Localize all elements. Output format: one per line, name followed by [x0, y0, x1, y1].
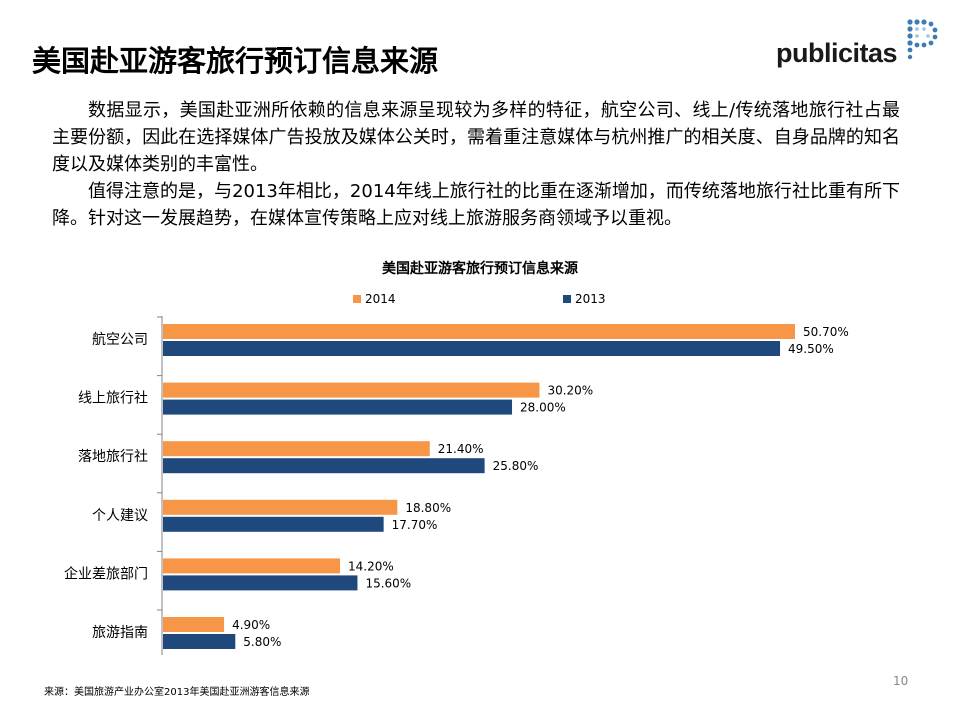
- chart-legend: 2014 2013: [353, 292, 606, 306]
- bar-2013: [163, 634, 236, 649]
- category-label: 落地旅行社: [78, 449, 148, 465]
- data-label-2013: 5.80%: [243, 635, 281, 649]
- chart-title: 美国赴亚游客旅行预订信息来源: [382, 260, 578, 277]
- page-number: 10: [893, 674, 909, 688]
- data-label-2013: 28.00%: [520, 401, 566, 415]
- bar-2013: [163, 516, 384, 532]
- data-label-2013: 17.70%: [392, 518, 438, 532]
- legend-swatch-2014: [353, 295, 361, 303]
- chart-plot: 航空公司 50.70% 49.50% 线上旅行社 30.20% 28.00% 落地旅行社 21…: [64, 316, 849, 655]
- bar-2013: [163, 458, 485, 474]
- data-label-2014: 50.70%: [803, 325, 849, 339]
- category-label: 线上旅行社: [78, 391, 148, 407]
- data-label-2014: 30.20%: [547, 384, 593, 398]
- bar-chart: 美国赴亚游客旅行预订信息来源 2014 2013 航空公司 50.70% 49.50%…: [64, 260, 849, 655]
- source-note: 来源：美国旅游产业办公室2013年美国赴亚洲游客信息来源: [44, 687, 310, 698]
- data-label-2014: 18.80%: [405, 501, 451, 515]
- bar-2014: [163, 441, 430, 457]
- bar-2014: [163, 499, 398, 515]
- paragraph-2: 值得注意的是，与2013年相比，2014年线上旅行社的比重在逐渐增加，而传统落地…: [52, 181, 900, 229]
- data-label-2014: 4.90%: [232, 618, 270, 632]
- legend-swatch-2013: [563, 295, 571, 303]
- data-label-2014: 21.40%: [438, 442, 484, 456]
- logo-dots-icon: [907, 19, 938, 60]
- category-label: 航空公司: [92, 332, 148, 348]
- bar-2013: [163, 575, 358, 591]
- legend-label-2014: 2014: [365, 292, 396, 306]
- body-text: 数据显示，美国赴亚洲所依赖的信息来源呈现较为多样的特征，航空公司、线上/传统落地…: [52, 97, 900, 232]
- category-label: 企业差旅部门: [64, 565, 148, 582]
- bar-2013: [163, 341, 781, 356]
- data-label-2013: 15.60%: [365, 576, 411, 590]
- data-label-2013: 49.50%: [788, 342, 834, 356]
- bar-2014: [163, 617, 225, 632]
- logo-text: publicitas: [776, 38, 898, 68]
- slide-title: 美国赴亚游客旅行预订信息来源: [32, 44, 439, 78]
- bar-2014: [163, 558, 341, 574]
- data-label-2014: 14.20%: [348, 559, 394, 573]
- bar-2014: [163, 324, 795, 339]
- category-label: 个人建议: [92, 508, 148, 524]
- category-label: 旅游指南: [92, 625, 148, 641]
- bar-2014: [163, 382, 540, 398]
- paragraph-1: 数据显示，美国赴亚洲所依赖的信息来源呈现较为多样的特征，航空公司、线上/传统落地…: [52, 100, 900, 175]
- legend-label-2013: 2013: [575, 292, 606, 306]
- publicitas-logo: publicitas: [776, 16, 946, 76]
- data-label-2013: 25.80%: [493, 459, 539, 473]
- bar-2013: [163, 399, 513, 415]
